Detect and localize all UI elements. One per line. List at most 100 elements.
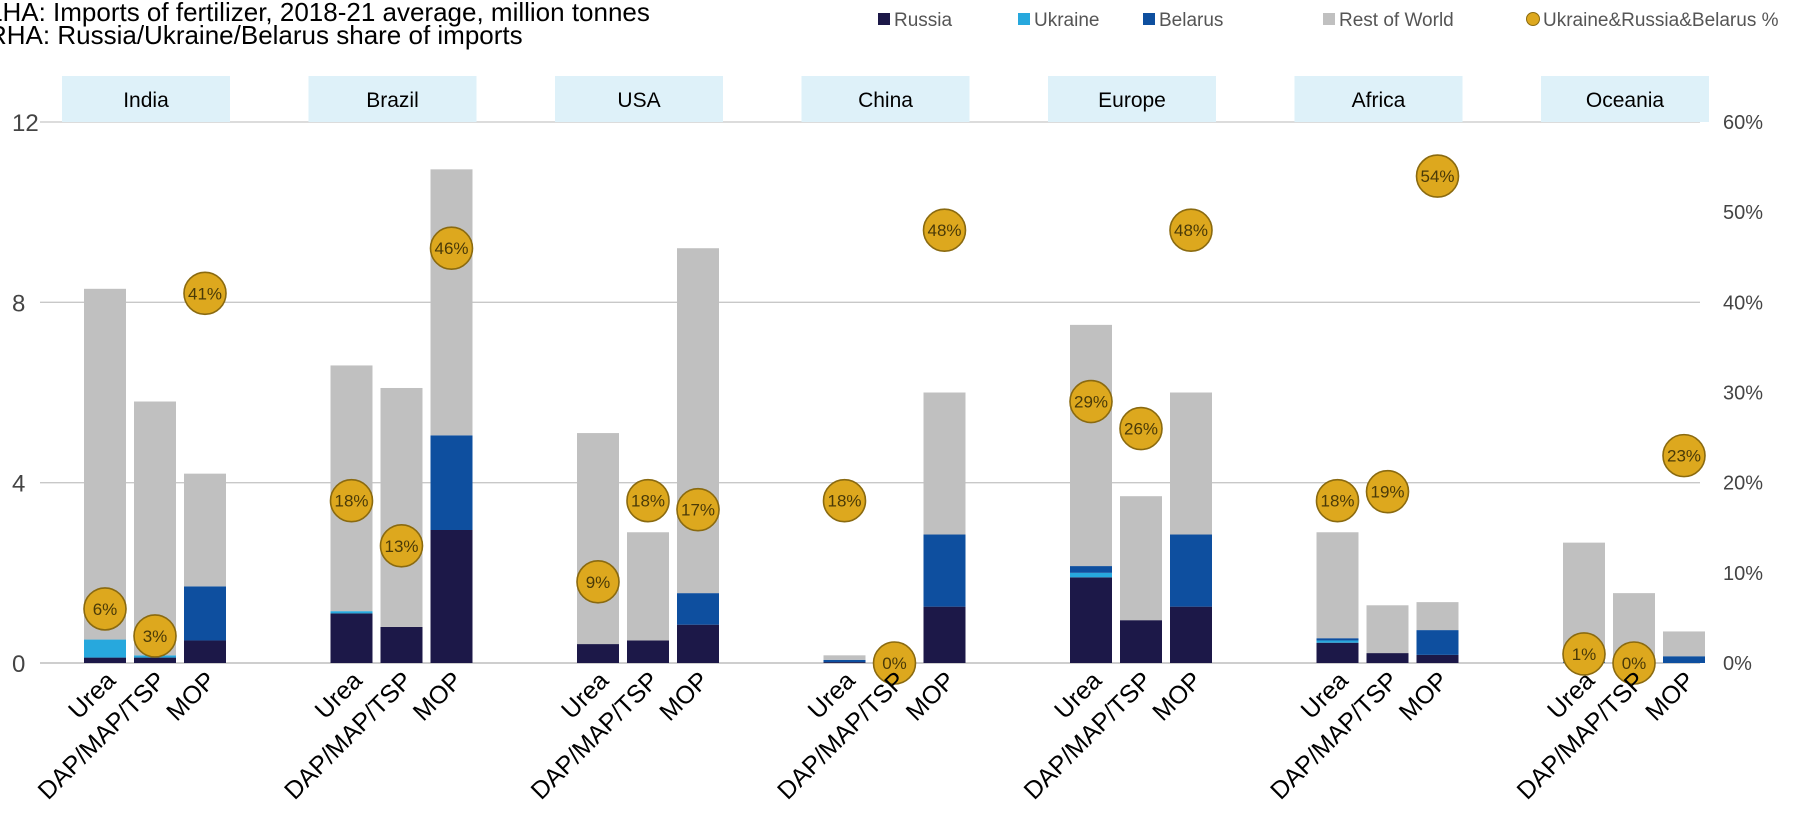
bar-segment-russia [1120, 620, 1162, 663]
bar-segment-russia [84, 657, 126, 663]
x-axis-label: MOP [1394, 666, 1454, 726]
bar-segment-russia [430, 530, 473, 663]
bar-segment-rest [134, 401, 176, 656]
bar-segment-rest [1120, 496, 1162, 621]
bar-segment-belarus [823, 659, 866, 663]
chart-title-line-1: LHA: Imports of fertilizer, 2018-21 aver… [0, 0, 650, 27]
bar-segment-rest [923, 392, 966, 535]
x-axis-label: MOP [1147, 666, 1207, 726]
bar-segment-ukraine [84, 639, 126, 658]
region-headers: India Brazil USA China Europe Africa Oceania [62, 76, 1709, 122]
share-marker [576, 560, 620, 604]
bar-segment-ukraine [1070, 572, 1112, 578]
bar-segment-russia [1366, 653, 1409, 663]
share-marker-label: 26% [1124, 420, 1158, 439]
bar-segment-rest [577, 433, 619, 645]
bar-segment-rest [1170, 392, 1212, 535]
share-marker [1069, 379, 1113, 424]
share-marker-label: 1% [1572, 645, 1597, 664]
x-axis-label: MOP [161, 666, 221, 726]
region-header-label: Europe [1098, 89, 1166, 112]
bar-segment-belarus [923, 534, 966, 607]
bar-segment-rest [677, 248, 719, 594]
bar-segment-rest [380, 387, 423, 627]
share-marker [922, 208, 967, 252]
share-marker-label: 9% [586, 573, 611, 592]
legend-label-russia: Russia [894, 10, 953, 31]
region-header-label: China [858, 89, 913, 112]
bar-segment-rest [430, 169, 473, 436]
region-header-label: Oceania [1586, 89, 1665, 112]
bar-segment-belarus [1316, 638, 1359, 641]
legend-marker-share [1526, 12, 1540, 26]
share-marker [1315, 478, 1360, 523]
share-marker-label: 48% [1174, 221, 1208, 240]
share-marker-label: 18% [1320, 492, 1354, 511]
bar-segment-russia [380, 626, 423, 663]
region-header-label: Africa [1352, 89, 1406, 112]
bar-segment-russia [577, 644, 619, 663]
legend-label-rest: Rest of World [1339, 10, 1454, 31]
bar-segment-rest [823, 655, 866, 660]
bar-segment-rest [84, 288, 126, 640]
left-axis-tick-label: 4 [12, 471, 25, 498]
share-marker-label: 3% [143, 627, 168, 646]
region-header-box [1294, 76, 1463, 122]
share-marker [676, 487, 720, 532]
share-marker [872, 641, 917, 685]
share-marker [183, 271, 227, 316]
region-header-box [308, 76, 477, 122]
bar-segment-rest [1416, 602, 1459, 631]
region-header-box [1541, 76, 1709, 122]
chart-title-line-2: RHA: Russia/Ukraine/Belarus share of imp… [0, 20, 523, 50]
bar-segment-rest [1316, 532, 1359, 639]
share-marker-label: 17% [681, 501, 715, 520]
legend-label-belarus: Belarus [1159, 10, 1223, 31]
bar-segment-rest [1366, 605, 1409, 654]
region-header-box [1048, 76, 1216, 122]
share-marker [1562, 632, 1606, 676]
right-axis-tick-label: 0% [1723, 653, 1752, 675]
right-axis: 0% 10% 20% 30% 40% 50% 60% [1723, 112, 1763, 675]
share-marker-label: 18% [827, 492, 861, 511]
region-header-box [62, 76, 230, 122]
gridlines [40, 121, 1700, 664]
region-header-box [801, 76, 970, 122]
bar-segment-russia [823, 662, 866, 663]
share-marker [1169, 208, 1213, 252]
share-marker-label: 48% [927, 221, 961, 240]
share-marker-label: 19% [1370, 483, 1404, 502]
region-header-label: USA [617, 89, 660, 112]
left-axis-tick-label: 12 [12, 110, 39, 137]
right-axis-tick-label: 10% [1723, 563, 1763, 585]
bar-segment-belarus [1170, 534, 1212, 607]
region-header-label: India [123, 89, 169, 112]
right-axis-tick-label: 50% [1723, 202, 1763, 224]
right-axis-tick-label: 20% [1723, 473, 1763, 495]
share-marker-label: 0% [882, 654, 907, 673]
share-marker [626, 478, 670, 523]
bar-segment-russia [1316, 642, 1359, 663]
region-header-box [555, 76, 723, 122]
legend-marker-russia [878, 13, 890, 25]
bar-segment-belarus [1070, 566, 1112, 573]
legend-label-ukraine: Ukraine [1034, 10, 1099, 31]
bar-segment-belarus [677, 593, 719, 625]
bar-segment-ukraine [1316, 640, 1359, 643]
share-marker [379, 523, 424, 568]
share-marker [1662, 433, 1706, 478]
chart-legend: Russia Ukraine Belarus Rest of World Ukraine… [878, 10, 1779, 31]
left-axis-tick-label: 0 [12, 651, 25, 678]
bar-segment-russia [627, 640, 669, 663]
share-marker-label: 6% [93, 600, 118, 619]
share-marker [133, 614, 177, 658]
share-marker-label: 0% [1622, 654, 1647, 673]
left-axis: 0 4 8 12 [12, 110, 39, 678]
bar-segment-belarus [1663, 656, 1705, 663]
bar-segment-belarus [184, 586, 226, 641]
bar-segment-rest [184, 473, 226, 587]
right-axis-tick-label: 60% [1723, 112, 1763, 134]
bar-segment-russia [184, 640, 226, 663]
